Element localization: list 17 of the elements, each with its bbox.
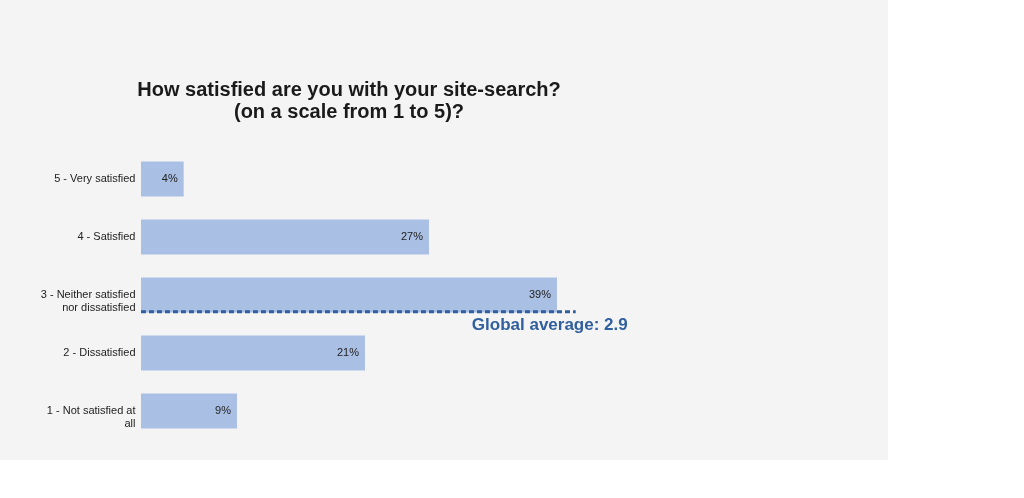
ref-line-label: Global average: 2.9 bbox=[471, 314, 628, 334]
bar bbox=[141, 161, 184, 197]
bar bbox=[141, 219, 429, 255]
chart-title: How satisfied are you with your site-search? (on a scale from 1 to 5)? bbox=[137, 78, 561, 122]
data-label: 9% bbox=[215, 404, 232, 416]
bar bbox=[141, 335, 365, 371]
y-tick-label: 4 - Satisfied bbox=[77, 230, 136, 242]
bar bbox=[141, 277, 557, 313]
data-label: 21% bbox=[336, 346, 360, 358]
y-tick-label: 3 - Neither satisfied nor dissatisfied bbox=[40, 288, 136, 313]
y-tick-label: 2 - Dissatisfied bbox=[63, 346, 136, 358]
data-label: 39% bbox=[528, 288, 552, 300]
bar bbox=[141, 393, 237, 429]
data-label: 27% bbox=[400, 230, 424, 242]
y-tick-label: 5 - Very satisfied bbox=[54, 172, 136, 184]
y-tick-label: 1 - Not satisfied at all bbox=[46, 404, 136, 429]
data-label: 4% bbox=[161, 172, 178, 184]
